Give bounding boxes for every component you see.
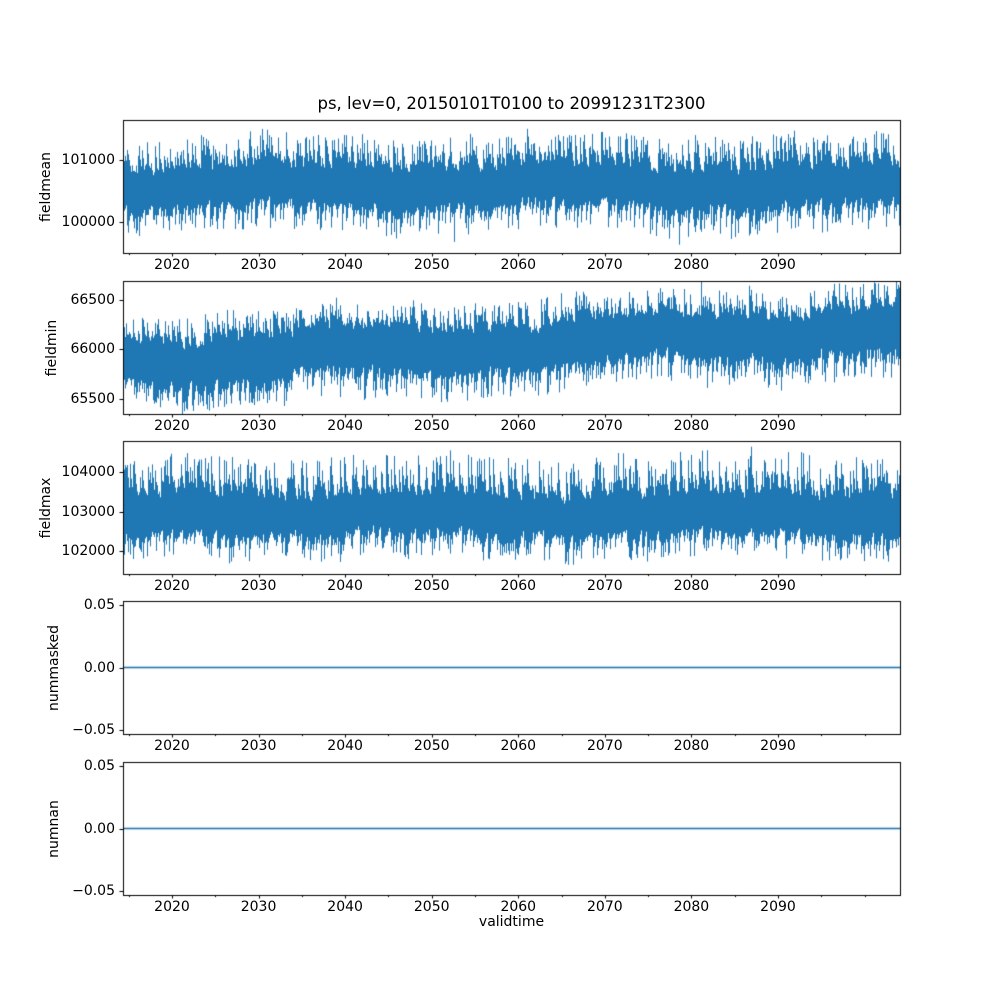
- y-tick-label: −0.05: [72, 721, 115, 738]
- x-tick-label: 2070: [587, 738, 623, 754]
- x-tick-label: 2020: [154, 257, 190, 273]
- y-tick-label: −0.05: [72, 882, 115, 899]
- figure-title: ps, lev=0, 20150101T0100 to 20991231T230…: [317, 94, 706, 113]
- y-tick-label: 0.05: [83, 597, 115, 614]
- y-tick-label: 65500: [70, 391, 115, 408]
- x-tick-label: 2090: [760, 418, 796, 434]
- x-tick-label: 2040: [327, 899, 363, 915]
- x-tick-label: 2050: [413, 257, 450, 273]
- x-tick-label: 2030: [240, 257, 277, 273]
- x-tick-label: 2040: [327, 578, 363, 594]
- y-tick-label: 102000: [61, 543, 115, 560]
- x-tick-label: 2080: [673, 578, 710, 594]
- y-tick-label: 0.05: [83, 758, 115, 775]
- x-tick-label: 2070: [587, 578, 623, 594]
- x-tick-label: 2040: [327, 738, 363, 754]
- x-tick-label: 2090: [760, 578, 796, 594]
- x-tick-label: 2060: [500, 738, 537, 754]
- x-tick-label: 2090: [760, 899, 796, 915]
- y-tick-label: 66500: [70, 291, 115, 308]
- x-tick-label: 2070: [587, 899, 623, 915]
- x-tick-label: 2070: [587, 418, 623, 434]
- y-tick-label: 66000: [70, 341, 115, 358]
- x-tick-label: 2090: [760, 738, 796, 754]
- x-tick-label: 2030: [240, 899, 277, 915]
- x-tick-label: 2080: [673, 257, 710, 273]
- x-tick-label: 2070: [587, 257, 623, 273]
- x-tick-label: 2090: [760, 257, 796, 273]
- y-tick-label: 0.00: [83, 820, 115, 837]
- x-tick-label: 2030: [240, 578, 277, 594]
- x-tick-label: 2020: [154, 578, 190, 594]
- x-tick-label: 2040: [327, 418, 363, 434]
- x-axis-label: validtime: [478, 914, 545, 930]
- x-tick-label: 2020: [154, 418, 190, 434]
- x-tick-label: 2030: [240, 738, 277, 754]
- x-tick-label: 2080: [673, 738, 710, 754]
- y-tick-label: 101000: [61, 151, 115, 168]
- x-tick-label: 2060: [500, 578, 537, 594]
- x-tick-label: 2040: [327, 257, 363, 273]
- y-tick-label: 0.00: [83, 659, 115, 676]
- y-tick-label: 100000: [61, 213, 115, 230]
- x-tick-label: 2050: [413, 578, 450, 594]
- x-tick-label: 2080: [673, 899, 710, 915]
- x-tick-label: 2060: [500, 899, 537, 915]
- x-tick-label: 2030: [240, 418, 277, 434]
- x-tick-label: 2060: [500, 418, 537, 434]
- y-tick-label: 103000: [61, 503, 115, 520]
- x-tick-label: 2080: [673, 418, 710, 434]
- x-tick-label: 2020: [154, 738, 190, 754]
- y-tick-label: 104000: [61, 464, 115, 481]
- x-tick-label: 2050: [413, 738, 450, 754]
- x-tick-label: 2050: [413, 418, 450, 434]
- x-tick-label: 2020: [154, 899, 190, 915]
- x-tick-label: 2060: [500, 257, 537, 273]
- x-tick-label: 2050: [413, 899, 450, 915]
